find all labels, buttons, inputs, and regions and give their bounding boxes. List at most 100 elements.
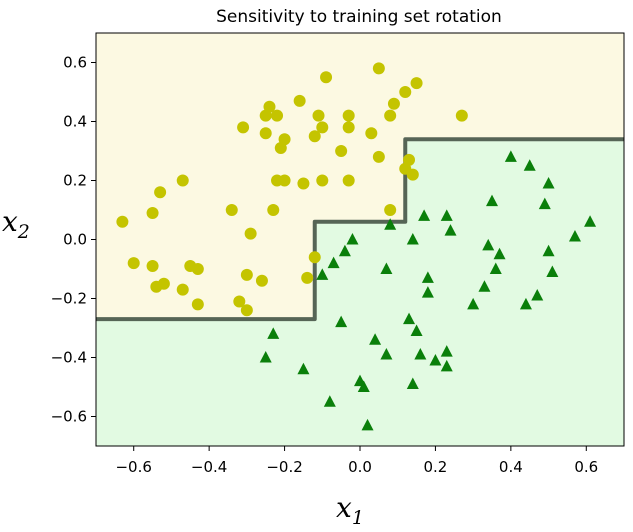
y-tick-label: 0.6 [63,54,87,72]
class0-point [384,109,397,122]
y-tick-label: 0.4 [63,113,87,131]
class1-point [429,353,442,366]
x-axis-label-symbol: x [336,491,352,524]
y-tick-label: −0.6 [51,408,87,426]
class1-point [297,362,310,375]
class1-point [478,280,491,292]
class1-point [421,286,434,298]
class1-point [584,215,597,227]
class0-point [278,174,291,187]
class0-point [308,251,321,264]
region-class1 [96,139,624,446]
x-tick-label: −0.4 [191,458,227,476]
y-tick-label: −0.4 [51,349,87,367]
class0-point [278,133,291,146]
class0-point [176,174,189,187]
class1-point [523,159,536,171]
class1-point [346,233,359,245]
class1-point [403,312,416,325]
class1-point [493,247,506,260]
class1-point [410,324,423,336]
class1-point [327,256,340,269]
x-tick-label: −0.2 [266,458,302,476]
class0-point [240,304,253,317]
class0-point [342,174,355,187]
class0-point [267,204,280,216]
class0-point [342,121,355,134]
class0-point [116,215,129,228]
class0-point [293,94,306,107]
class1-point [384,218,397,230]
class0-point [384,204,397,216]
class0-point [127,257,140,270]
class0-point [372,150,385,163]
class0-point [233,295,246,308]
region-class0 [96,33,624,320]
y-tick-label: −0.2 [51,290,87,308]
class0-point [240,268,253,281]
class1-point [519,297,532,310]
class0-point [263,100,276,113]
class1-point [335,315,348,328]
class1-point [486,194,498,207]
class1-point [542,176,555,189]
class1-point [414,348,427,360]
class0-point [455,109,468,122]
class1-point [406,233,419,245]
chart-title: Sensitivity to training set rotation [216,7,502,27]
class0-point [225,204,238,216]
class1-point [267,327,280,339]
x-tick-label: 0.2 [423,458,447,476]
class1-point [467,297,480,310]
class1-point [323,395,336,407]
class1-point [542,244,555,257]
class1-point [440,209,453,221]
class0-point [365,127,378,140]
class0-point [259,127,272,140]
x-axis-label-subscript: 1 [352,507,364,529]
class1-point [421,271,434,283]
class0-point [154,186,167,199]
class1-point [338,244,351,257]
class0-point [150,280,163,293]
class1-point [316,268,329,280]
class1-point [531,289,544,301]
x-tick-label: 0.6 [574,458,598,476]
class0-point [406,168,419,181]
y-axis-label: x2 [2,205,30,243]
class0-point [316,174,329,187]
class1-point [361,418,374,431]
class1-point [504,150,517,162]
class0-points [116,62,468,317]
class1-points [259,150,597,431]
y-tick-label: 0.2 [63,172,87,190]
class0-point [320,71,333,84]
class0-point [316,121,329,134]
class1-point [440,359,453,372]
class0-point [308,130,321,143]
class0-point [146,206,159,219]
class0-point [271,109,284,122]
class0-point [191,263,204,275]
class0-point [342,109,355,122]
class1-point [380,348,393,360]
x-axis-label: x1 [336,491,364,529]
class0-point [301,271,314,284]
decision-boundary [96,137,624,322]
class1-point [568,230,581,242]
class1-point [380,262,393,274]
class1-point [444,224,457,236]
class0-point [176,283,189,296]
class1-point [538,197,551,210]
class0-point [255,274,268,287]
class0-point [335,145,348,157]
class1-point [369,333,382,345]
x-tick-label: 0.0 [348,458,372,476]
class0-point [312,109,325,122]
x-tick-label: −0.6 [115,458,151,476]
y-tick-label: 0.0 [63,231,87,249]
class1-point [406,377,419,390]
class1-point [418,209,431,221]
class1-point [259,351,272,363]
